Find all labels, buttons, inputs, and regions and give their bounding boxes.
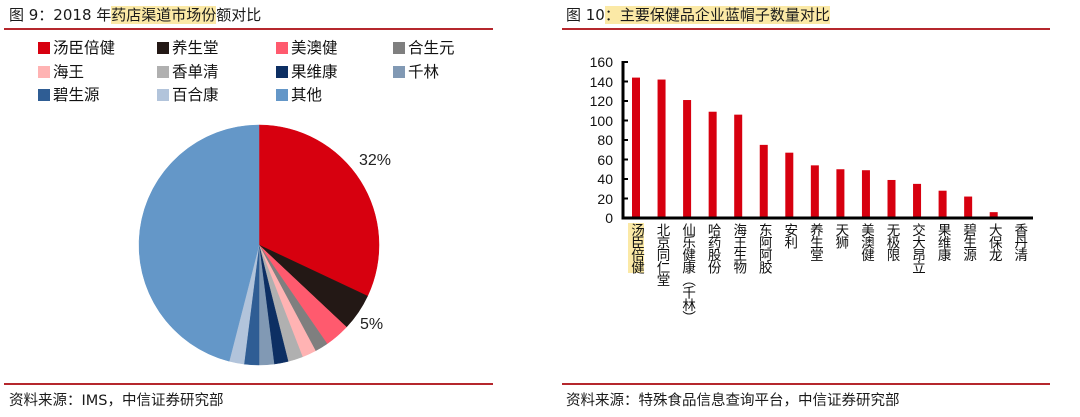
legend-swatch <box>276 66 288 78</box>
bar <box>938 190 947 218</box>
y-tick-label: 120 <box>589 93 613 109</box>
legend-label: 百合康 <box>172 86 219 104</box>
pie-slice <box>258 124 380 297</box>
title-suffix: 额对比 <box>216 6 262 24</box>
legend-swatch <box>157 89 169 101</box>
title-prefix: 图 9：2018 年 <box>9 6 112 24</box>
bar <box>836 169 845 218</box>
y-tick-label: 0 <box>605 210 613 226</box>
legend-item: 汤臣倍健 <box>38 38 115 58</box>
legend-item: 碧生源 <box>38 85 100 105</box>
legend-label: 合生元 <box>408 39 455 57</box>
x-tick-label: 仙乐健康（千林） <box>679 223 696 323</box>
x-tick-label: 香丹清 <box>1011 223 1028 261</box>
title-prefix: 图 10 <box>566 6 605 24</box>
footer-rule <box>4 383 493 385</box>
bar <box>887 179 896 218</box>
bluehat-count-panel: 图 10：主要保健品企业蓝帽子数量对比 0 20 40 60 80 100 120 140 16… <box>540 0 1080 417</box>
legend-label: 养生堂 <box>172 39 219 57</box>
legend-label: 其他 <box>291 86 323 104</box>
x-tick-label: 安利 <box>781 223 798 248</box>
pie-chart-title: 图 9：2018 年药店渠道市场份额对比 <box>9 4 261 26</box>
title-rule <box>562 28 1050 30</box>
legend-label: 果维康 <box>291 63 338 81</box>
legend-swatch <box>157 42 169 54</box>
pie-chart <box>138 124 380 366</box>
legend-swatch <box>157 66 169 78</box>
title-highlight: ：主要保健品企业蓝帽子数量对比 <box>604 6 830 24</box>
x-tick-label: 北京同仁堂 <box>653 223 670 286</box>
legend-item: 美澳健 <box>276 38 338 58</box>
legend-item: 香单清 <box>157 62 219 82</box>
x-tick-label: 东阿阿胶 <box>755 223 772 273</box>
bar <box>989 212 998 218</box>
bar <box>810 165 819 218</box>
bar-chart-title: 图 10：主要保健品企业蓝帽子数量对比 <box>566 4 830 26</box>
x-tick-label: 果维康 <box>934 223 951 261</box>
bar <box>657 79 666 218</box>
pie-label-tangchen: 32% <box>359 152 392 169</box>
x-tick-label: 碧生源 <box>960 223 977 261</box>
x-tick-label: 天狮 <box>832 223 849 248</box>
x-tick-label: 养生堂 <box>806 223 823 261</box>
pie-label-yangshengtang: 5% <box>360 316 384 333</box>
legend-label: 碧生源 <box>53 86 100 104</box>
bar <box>632 77 640 218</box>
y-tick-label: 140 <box>589 73 613 90</box>
x-tick-label: 交大昂立 <box>909 223 926 273</box>
legend-label: 香单清 <box>172 63 219 81</box>
y-tick-label: 20 <box>597 190 613 207</box>
legend-item: 合生元 <box>393 38 455 58</box>
y-tick-label: 60 <box>597 151 613 168</box>
legend-label: 汤臣倍健 <box>53 39 116 57</box>
title-rule <box>4 28 493 30</box>
bar <box>964 196 973 218</box>
x-tick-label: 大保龙 <box>985 223 1002 261</box>
legend-swatch <box>276 42 288 54</box>
x-tick-label: 哈药股份 <box>704 223 721 273</box>
legend-swatch <box>38 89 50 101</box>
pie-slice <box>138 124 260 362</box>
legend-swatch <box>393 66 405 78</box>
x-tick-label: 美澳健 <box>857 223 874 261</box>
legend-label: 美澳健 <box>291 39 338 57</box>
source-note: 资料来源：IMS，中信证券研究部 <box>9 393 224 409</box>
bar <box>913 183 922 218</box>
legend-swatch <box>393 42 405 54</box>
y-tick-label: 160 <box>589 54 613 70</box>
legend-item: 千林 <box>393 62 439 82</box>
bar-chart <box>621 61 1033 220</box>
legend-label: 海王 <box>53 63 85 81</box>
source-note: 资料来源：特殊食品信息查询平台，中信证券研究部 <box>566 393 900 409</box>
bar <box>734 114 743 218</box>
legend-item: 其他 <box>276 85 322 105</box>
bar <box>759 144 768 218</box>
bar <box>861 170 870 218</box>
footer-rule <box>562 383 1050 385</box>
legend-label: 千林 <box>408 63 440 81</box>
y-tick-label: 100 <box>589 112 613 129</box>
bar <box>785 152 794 218</box>
legend-item: 果维康 <box>276 62 338 82</box>
x-tick-label: 汤臣倍健 <box>628 223 644 273</box>
bar <box>708 111 717 218</box>
legend-swatch <box>38 42 50 54</box>
x-tick-label: 海王生物 <box>730 223 747 273</box>
title-highlight: 药店渠道市场份 <box>111 6 217 24</box>
y-tick-label: 40 <box>597 171 613 187</box>
legend-swatch <box>38 66 50 78</box>
market-share-panel: 图 9：2018 年药店渠道市场份额对比 汤臣倍健 养生堂 美澳健 合生元海王 香单清 果… <box>4 4 493 409</box>
bar <box>683 100 692 218</box>
legend-item: 海王 <box>38 62 84 82</box>
y-tick-label: 80 <box>597 132 613 148</box>
x-tick-label: 无极限 <box>883 223 900 261</box>
legend-swatch <box>276 89 288 101</box>
legend-item: 百合康 <box>157 85 219 105</box>
legend-item: 养生堂 <box>157 38 219 58</box>
